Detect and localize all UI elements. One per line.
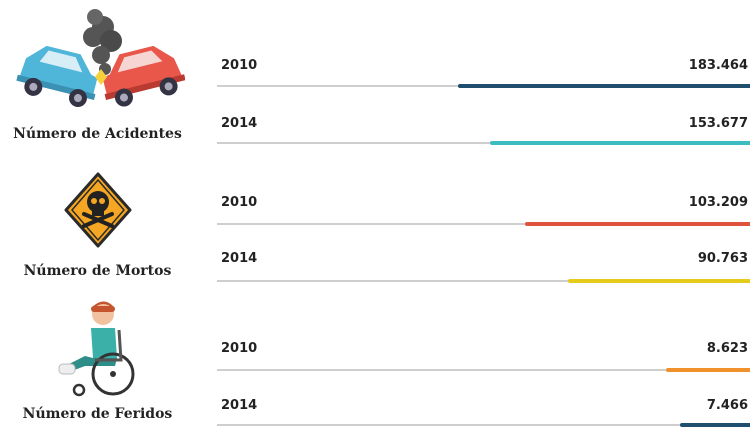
baseline — [217, 424, 750, 426]
infographic: Número de Acidentes Número de Mortos Núm… — [0, 0, 750, 427]
injured-icon — [55, 300, 150, 400]
year-label: 2014 — [221, 398, 257, 413]
group-label: Número de Mortos — [0, 263, 195, 279]
group-label: Número de Acidentes — [0, 126, 195, 142]
bar — [666, 368, 750, 372]
value-label: 8.623 — [707, 341, 748, 356]
bar — [680, 423, 750, 427]
bar — [568, 279, 750, 283]
group-label: Número de Feridos — [0, 406, 195, 422]
value-label: 153.677 — [689, 116, 748, 131]
year-label: 2010 — [221, 58, 257, 73]
year-label: 2014 — [221, 251, 257, 266]
value-label: 7.466 — [707, 398, 748, 413]
crash-icon — [15, 5, 185, 110]
year-label: 2010 — [221, 341, 257, 356]
value-label: 183.464 — [689, 58, 748, 73]
bar — [490, 141, 750, 145]
year-label: 2014 — [221, 116, 257, 131]
value-label: 103.209 — [689, 195, 748, 210]
year-label: 2010 — [221, 195, 257, 210]
danger-icon — [62, 170, 134, 260]
bar — [458, 84, 750, 88]
value-label: 90.763 — [698, 251, 748, 266]
bar — [525, 222, 750, 226]
